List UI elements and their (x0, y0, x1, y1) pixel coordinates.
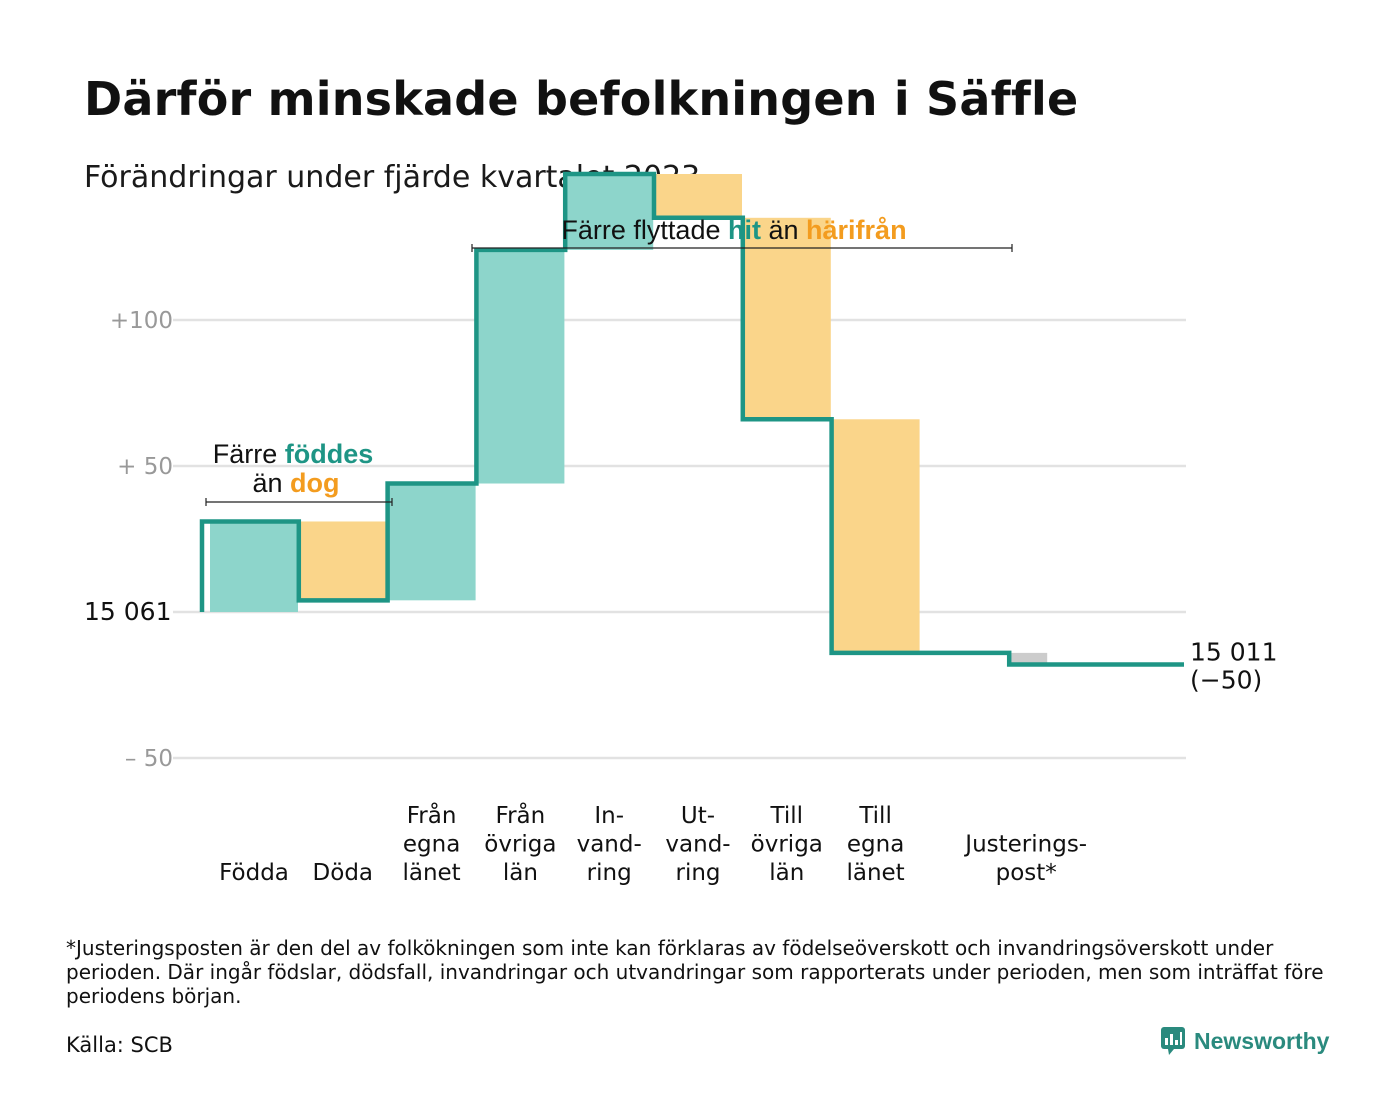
category-label: län (769, 860, 804, 886)
category-label: In- (594, 803, 624, 829)
end-value-label: 15 011 (1190, 638, 1277, 667)
category-label: övriga (484, 832, 556, 858)
category-label: Födda (219, 860, 289, 886)
annotation-highlight-in: hit (728, 215, 761, 245)
y-tick-label: +100 (110, 308, 173, 334)
category-label: Från (407, 801, 457, 829)
category-label: ring (587, 860, 632, 886)
chart-title: Därför minskade befolkningen i Säffle (84, 72, 1079, 126)
category-label: egna (403, 832, 460, 858)
births-annotation-line1: Färre föddes (213, 439, 374, 469)
category-label: län (503, 860, 538, 886)
births-bracket (205, 498, 393, 506)
annotation-highlight-out: dog (290, 468, 339, 498)
bar (476, 249, 565, 484)
bar (565, 174, 654, 250)
bar (210, 521, 298, 612)
bar (742, 217, 831, 420)
annotation-highlight-out: härifrån (806, 215, 907, 245)
running-total-line (199, 171, 1184, 667)
category-label: egna (847, 832, 904, 858)
annotation-text: Färre (213, 439, 285, 469)
bars (210, 174, 1048, 665)
category-label: Ut- (681, 803, 715, 829)
bar (1011, 652, 1048, 665)
annotation-highlight-in: föddes (285, 439, 374, 469)
bar (387, 483, 476, 601)
category-label: vand- (665, 832, 730, 858)
grid-lines (173, 318, 1186, 760)
y-tick-label: + 50 (117, 454, 173, 480)
source-label: Källa: SCB (66, 1033, 173, 1057)
step-line (199, 171, 1184, 667)
category-label: länet (846, 860, 904, 886)
start-value-label: 15 061 (84, 597, 171, 626)
migration-annotation: Färre flyttade hit än härifrån (561, 215, 906, 245)
category-label: vand- (577, 832, 642, 858)
annotation-text: än (252, 468, 290, 498)
category-label: länet (402, 860, 460, 886)
bar (654, 174, 742, 218)
y-tick-label: – 50 (125, 746, 173, 772)
category-label: ring (675, 860, 720, 886)
newsworthy-logo-icon (1161, 1027, 1185, 1055)
category-label: post* (996, 860, 1057, 886)
bar (831, 419, 920, 653)
category-label: Från (496, 801, 546, 829)
category-label: Till (770, 803, 804, 829)
births-annotation-line2: än dog (252, 468, 339, 498)
end-change-label: (−50) (1190, 666, 1262, 695)
bar (298, 521, 387, 601)
migration-bracket (471, 244, 1013, 252)
category-label: Till (858, 803, 892, 829)
category-label: Justerings- (963, 832, 1087, 858)
annotation-text: än (761, 215, 806, 245)
annotation-text: Färre flyttade (561, 215, 728, 245)
footnote: *Justeringsposten är den del av folkökni… (66, 936, 1324, 1008)
category-label: övriga (751, 832, 823, 858)
brand-logo[interactable]: Newsworthy (1160, 1026, 1329, 1056)
brand-name: Newsworthy (1194, 1027, 1330, 1054)
category-label: Döda (313, 860, 373, 886)
